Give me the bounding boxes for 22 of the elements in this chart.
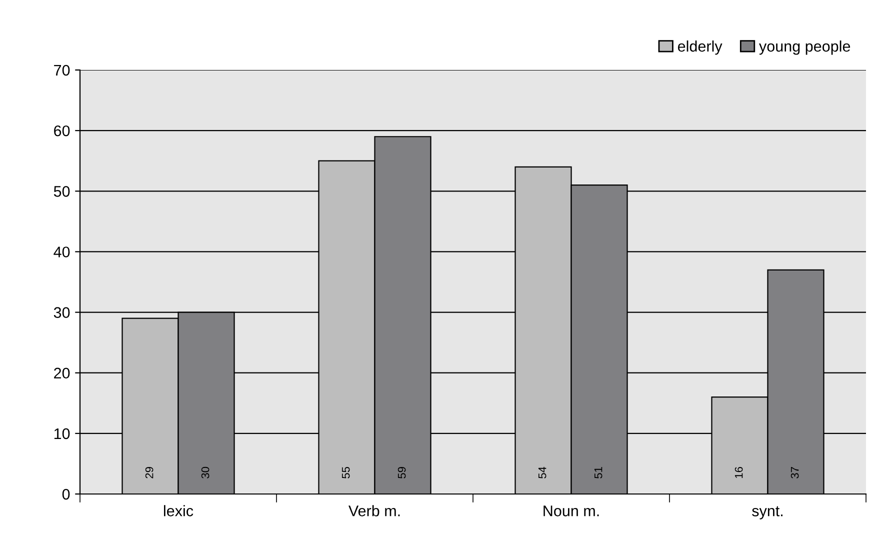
data-label: 16 (734, 466, 743, 478)
data-label: 37 (790, 467, 799, 478)
x-tick-label: Verb m. (348, 505, 400, 516)
y-tick-label: 50 (54, 186, 70, 197)
y-tick-label: 20 (54, 368, 70, 379)
legend-label: elderly (678, 40, 722, 55)
y-tick-label: 0 (62, 488, 70, 500)
x-tick-label: lexic (164, 505, 194, 516)
y-tick-label: 30 (54, 307, 70, 318)
data-label: 29 (145, 467, 154, 478)
legend-label: young people (759, 40, 850, 55)
data-label: 30 (201, 466, 210, 478)
data-label: 51 (594, 467, 602, 478)
x-tick-label: synt. (752, 506, 782, 520)
x-tick-label: Noun m. (544, 506, 599, 516)
y-tick-label: 40 (54, 246, 70, 258)
data-label: 55 (342, 466, 350, 478)
data-label: 54 (538, 466, 546, 478)
y-tick-label: 60 (54, 125, 70, 136)
y-tick-label: 10 (54, 428, 70, 440)
data-label: 59 (398, 467, 406, 478)
y-tick-label: 70 (54, 64, 70, 76)
